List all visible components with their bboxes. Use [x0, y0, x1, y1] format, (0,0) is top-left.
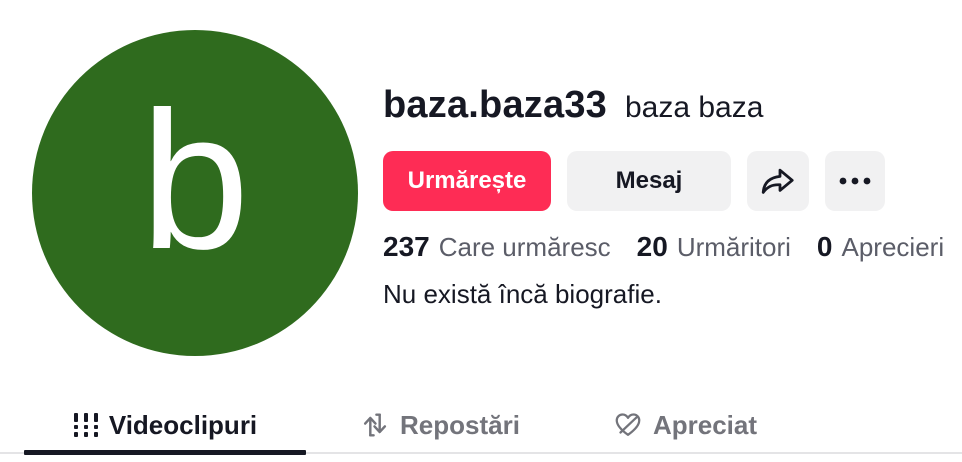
repost-arrows-icon: [360, 410, 390, 440]
stat-likes[interactable]: 0 Aprecieri: [817, 231, 944, 263]
active-tab-underline: [24, 450, 306, 455]
stat-followers-value: 20: [636, 231, 668, 262]
stat-following-label: Care urmăresc: [438, 232, 611, 262]
share-button[interactable]: [747, 151, 809, 211]
tab-liked[interactable]: Apreciat: [545, 404, 825, 446]
heart-slash-icon: [613, 410, 643, 440]
avatar-initial: b: [140, 71, 250, 290]
tab-videos[interactable]: Videoclipuri: [24, 404, 306, 446]
profile-tabbar: Videoclipuri Repostări: [0, 395, 962, 462]
profile-actions: Urmărește Mesaj: [383, 151, 885, 211]
videos-grid-icon: [73, 412, 99, 438]
follow-button[interactable]: Urmărește: [383, 151, 551, 211]
profile-bio: Nu există încă biografie.: [383, 279, 662, 309]
ellipsis-icon: [838, 176, 872, 186]
stat-followers[interactable]: 20 Urmăritori: [637, 231, 791, 263]
profile-avatar[interactable]: b: [32, 30, 358, 356]
stat-likes-label: Aprecieri: [841, 232, 945, 262]
stat-followers-label: Urmăritori: [676, 232, 791, 262]
profile-username: baza.baza33: [383, 84, 607, 126]
share-arrow-icon: [759, 165, 797, 197]
stat-following[interactable]: 237 Care urmăresc: [383, 231, 611, 263]
stat-following-value: 237: [383, 231, 430, 262]
profile-stats: 237 Care urmăresc 20 Urmăritori 0 Apreci…: [383, 231, 944, 263]
message-button[interactable]: Mesaj: [567, 151, 731, 211]
profile-name-row: baza.baza33 baza baza: [383, 84, 763, 127]
stat-likes-value: 0: [816, 231, 833, 262]
profile-display-name: baza baza: [624, 91, 764, 124]
tab-reposts[interactable]: Repostări: [300, 404, 580, 446]
tabbar-divider: [0, 452, 962, 454]
tab-liked-label: Apreciat: [652, 409, 758, 440]
tab-reposts-label: Repostări: [400, 409, 520, 440]
tab-videos-label: Videoclipuri: [108, 409, 258, 440]
more-options-button[interactable]: [825, 151, 885, 211]
